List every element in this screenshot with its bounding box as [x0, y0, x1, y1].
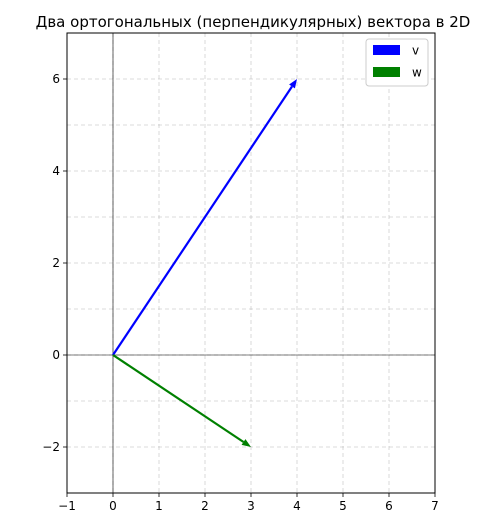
x-tick-label: 0	[109, 499, 117, 513]
y-tick-label: 4	[52, 164, 60, 178]
vector-w-shaft	[112, 354, 245, 443]
grid-lines	[66, 33, 436, 493]
chart-title: Два ортогональных (перпендикулярных) век…	[36, 13, 471, 31]
legend-label-w: w	[412, 66, 422, 80]
legend-swatch-w	[373, 67, 400, 77]
vector-w-arrowhead	[241, 439, 251, 447]
vector-v-arrowhead	[289, 79, 297, 89]
y-tick-label: 2	[52, 256, 60, 270]
x-tick-label: 5	[339, 499, 347, 513]
y-tick-label: 0	[52, 348, 60, 362]
x-tick-label: 4	[293, 499, 301, 513]
x-tick-label: 3	[247, 499, 255, 513]
legend-label-v: v	[412, 44, 419, 58]
x-axis-ticks: −1 0 1 2 3 4 5 6 7	[58, 493, 439, 513]
x-tick-label: −1	[58, 499, 76, 513]
y-axis-ticks: −2 0 2 4 6	[42, 72, 67, 454]
vector-v-shaft	[112, 85, 293, 356]
vectors	[112, 79, 297, 447]
x-tick-label: 1	[155, 499, 163, 513]
zero-axis-lines	[67, 33, 435, 493]
legend: vw	[365, 38, 429, 87]
x-tick-label: 2	[201, 499, 209, 513]
x-tick-label: 6	[385, 499, 393, 513]
x-tick-label: 7	[431, 499, 439, 513]
y-tick-label: −2	[42, 440, 60, 454]
y-tick-label: 6	[52, 72, 60, 86]
legend-swatch-v	[373, 45, 400, 55]
